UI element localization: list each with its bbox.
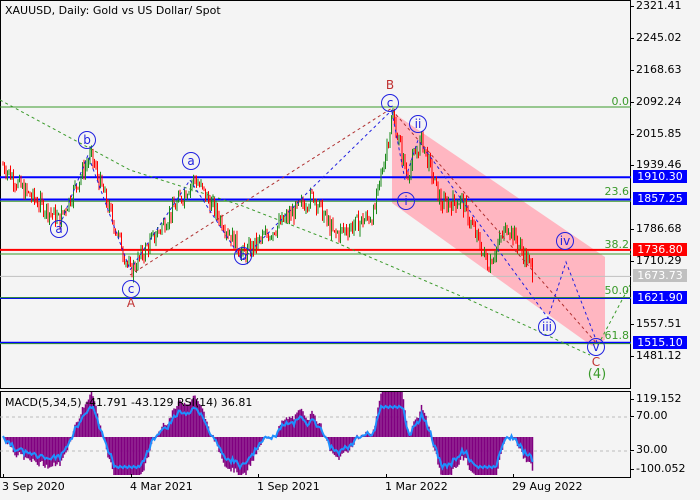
price-tick: 2245.02 <box>630 31 682 44</box>
time-tick: 1 Sep 2021 <box>257 474 320 493</box>
price-tick: 2015.85 <box>630 127 682 140</box>
price-tick: 1710.29 <box>630 254 682 267</box>
wave-label-iii: iii <box>538 318 556 336</box>
time-tick: 1 Mar 2022 <box>385 474 448 493</box>
wave-c-line <box>391 109 599 346</box>
level-tag: 1910.30 <box>633 170 687 183</box>
price-tick: 2092.24 <box>630 95 682 108</box>
wave-label-A: A <box>126 296 136 310</box>
wave-label-v: v <box>587 338 605 356</box>
wave-label-ii: ii <box>409 115 427 133</box>
time-tick: 3 Sep 2020 <box>2 474 65 493</box>
time-tick: 4 Mar 2021 <box>130 474 193 493</box>
indicator-tick: 30.00 <box>630 443 668 456</box>
time-tick: 29 Aug 2022 <box>512 474 583 493</box>
chart-title: XAUUSD, Daily: Gold vs US Dollar/ Spot <box>5 4 221 17</box>
wave-label-iv: iv <box>556 232 574 250</box>
main-pane-border <box>0 0 631 389</box>
wave-label-i: i <box>397 192 415 210</box>
fib-label: 23.6 <box>604 185 630 198</box>
wave-label-a: a <box>182 152 200 170</box>
level-tag: 1857.25 <box>633 192 687 205</box>
fib-label: 0.0 <box>611 95 630 108</box>
current-price-tag: 1673.73 <box>633 269 687 282</box>
abc-wave-lines <box>59 109 393 272</box>
level-tag: 1621.90 <box>633 291 687 304</box>
price-tick: 1557.51 <box>630 317 682 330</box>
wave-label-c: c <box>381 94 399 112</box>
wave-label-a: a <box>50 220 68 238</box>
projection-line <box>597 284 631 346</box>
price-tick: 1939.46 <box>630 158 682 171</box>
wave-label-C: C <box>591 355 601 369</box>
level-tag: 1736.80 <box>633 243 687 256</box>
wave-b-line <box>129 107 393 276</box>
wave-label-B: B <box>385 78 395 92</box>
price-tick: 2168.63 <box>630 63 682 76</box>
rsi-line <box>2 404 534 471</box>
wave-label-c: c <box>122 280 140 298</box>
indicator-tick: -100.052 <box>629 462 686 475</box>
fib-label: 38.2 <box>604 238 630 251</box>
wave-label-4: (4) <box>587 367 607 382</box>
price-tick: 1481.12 <box>630 349 682 362</box>
level-tag: 1515.10 <box>633 336 687 349</box>
indicator-tick: 70.00 <box>630 409 668 422</box>
indicator-label: MACD(5,34,5) -41.791 -43.129 RSI(14) 36.… <box>5 396 253 409</box>
fib-label: 50.0 <box>604 284 630 297</box>
price-tick: 2321.41 <box>630 0 682 12</box>
price-tick: 1786.68 <box>630 222 682 235</box>
fib-label: 61.8 <box>604 329 630 342</box>
indicator-tick: 119.152 <box>630 392 682 405</box>
indicator-pane-border <box>0 391 631 478</box>
wave-label-b: b <box>234 247 252 265</box>
wave-label-b: b <box>78 131 96 149</box>
